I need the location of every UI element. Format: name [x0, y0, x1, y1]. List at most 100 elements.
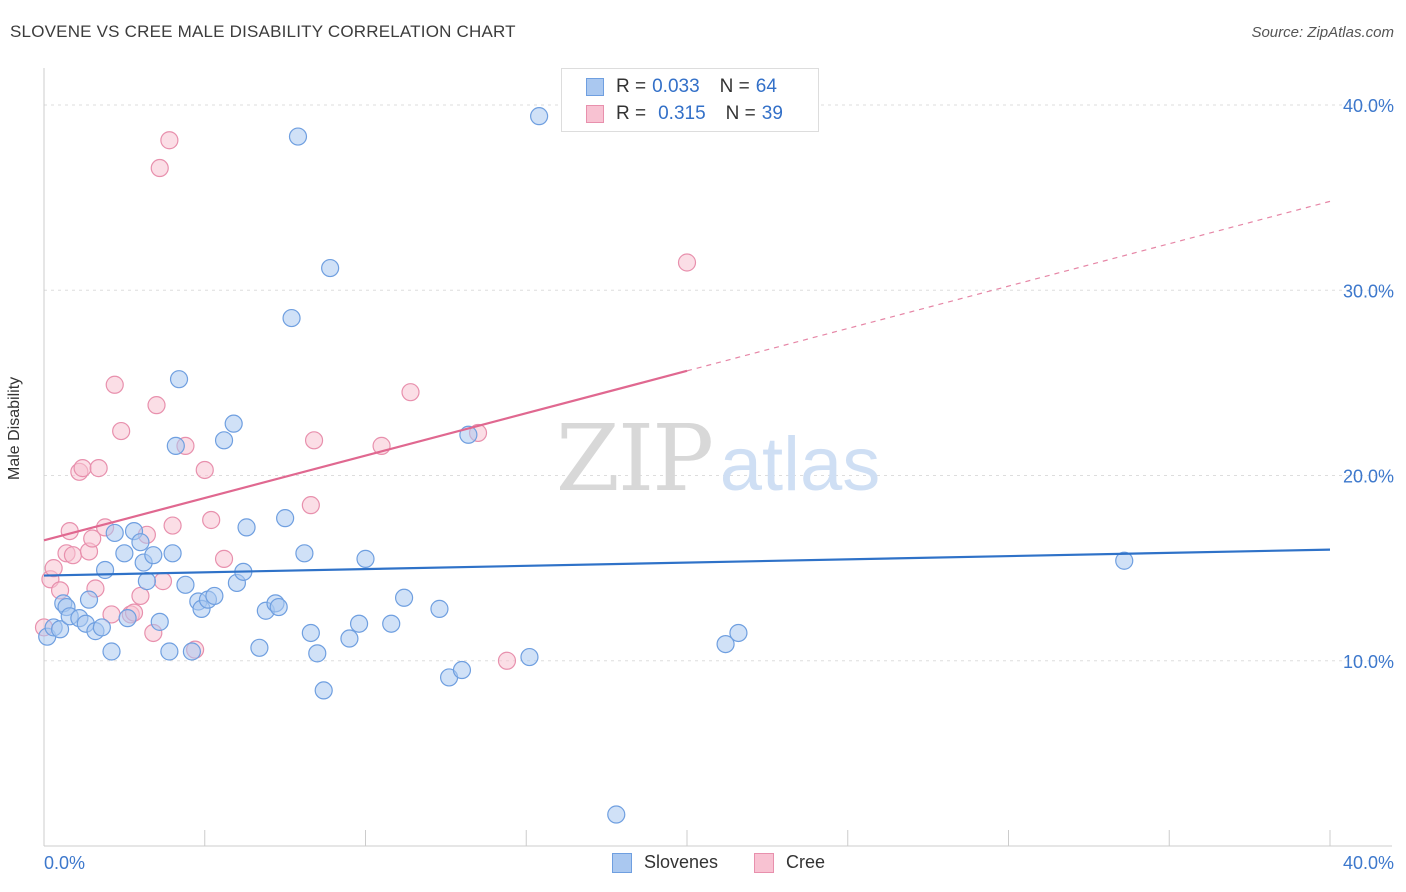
- point-slovenes: [301, 623, 320, 643]
- point-slovenes: [349, 614, 369, 633]
- point-slovenes: [137, 572, 156, 591]
- trend-line-cree: [43, 369, 688, 542]
- point-cree: [147, 396, 166, 415]
- point-slovenes: [729, 623, 748, 643]
- point-slovenes: [308, 644, 327, 663]
- point-cree: [112, 421, 131, 441]
- x-tick-label: 0.0%: [44, 853, 85, 873]
- legend-swatch-cree: [586, 105, 604, 123]
- point-slovenes: [250, 638, 269, 657]
- point-slovenes: [150, 612, 169, 631]
- y-axis-label: Male Disability: [6, 376, 23, 480]
- series-label-slovenes: Slovenes: [644, 852, 719, 872]
- trend-line-extension-cree: [686, 200, 1331, 372]
- x-tick-label: 40.0%: [1343, 853, 1394, 873]
- legend-row-slovenes: R = 0.033 N = 64: [586, 75, 777, 99]
- point-cree: [304, 431, 324, 450]
- point-slovenes: [295, 544, 314, 563]
- legend-n-label: N =: [719, 76, 750, 97]
- point-slovenes: [95, 560, 115, 580]
- legend-r-value: 0.315: [658, 103, 706, 124]
- point-slovenes: [79, 590, 99, 609]
- series-swatch-cree: [754, 852, 774, 873]
- watermark-atlas: atlas: [720, 422, 881, 507]
- watermark-zip: ZIP: [556, 405, 712, 512]
- point-slovenes: [520, 647, 539, 667]
- point-cree: [401, 383, 420, 402]
- point-cree: [497, 651, 517, 670]
- point-slovenes: [205, 586, 224, 606]
- point-slovenes: [160, 642, 179, 661]
- point-slovenes: [321, 258, 340, 278]
- point-cree: [83, 529, 102, 548]
- point-slovenes: [356, 549, 375, 568]
- point-slovenes: [214, 431, 234, 450]
- y-tick-label: 20.0%: [1343, 467, 1394, 487]
- point-slovenes: [182, 642, 201, 661]
- point-slovenes: [163, 544, 182, 563]
- y-tick-label: 10.0%: [1343, 652, 1394, 672]
- point-cree: [202, 510, 221, 530]
- point-cree: [214, 549, 234, 568]
- legend-row-cree: R = 0.315 N = 39: [586, 102, 783, 126]
- point-slovenes: [237, 518, 256, 537]
- point-slovenes: [452, 660, 472, 680]
- legend-n-value: 64: [755, 76, 777, 97]
- point-slovenes: [288, 127, 308, 146]
- point-cree: [89, 459, 108, 478]
- point-slovenes: [314, 681, 333, 700]
- series-swatch-slovenes: [612, 852, 632, 873]
- point-slovenes: [105, 523, 124, 543]
- point-slovenes: [131, 533, 150, 552]
- point-slovenes: [176, 575, 195, 594]
- legend-n-label: N =: [725, 103, 756, 124]
- point-slovenes: [716, 634, 735, 654]
- point-slovenes: [607, 805, 626, 824]
- series-label-cree: Cree: [786, 852, 826, 872]
- legend-r-label: R =: [616, 103, 647, 124]
- point-slovenes: [1115, 551, 1134, 570]
- point-cree: [677, 253, 697, 272]
- legend-swatch-slovenes: [586, 78, 604, 96]
- point-slovenes: [118, 609, 137, 628]
- point-cree: [73, 459, 92, 478]
- point-slovenes: [382, 614, 401, 633]
- point-cree: [153, 572, 173, 591]
- stats-legend: R = 0.033 N = 64 R = 0.315 N = 39: [561, 68, 819, 132]
- point-cree: [195, 460, 214, 480]
- series-legend-slovenes[interactable]: Slovenes: [612, 852, 718, 873]
- point-cree: [301, 496, 320, 515]
- point-slovenes: [102, 642, 121, 661]
- point-cree: [105, 375, 124, 394]
- point-slovenes: [224, 414, 243, 433]
- legend-r-value: 0.033: [652, 76, 700, 97]
- point-slovenes: [282, 308, 301, 328]
- point-slovenes: [115, 544, 134, 563]
- source-label: Source: ZipAtlas.com: [1251, 24, 1394, 41]
- series-legend: Slovenes Cree: [0, 852, 1406, 876]
- point-slovenes: [530, 107, 549, 126]
- point-slovenes: [166, 436, 185, 455]
- point-slovenes: [269, 597, 288, 617]
- point-slovenes: [276, 509, 295, 528]
- series-legend-cree[interactable]: Cree: [754, 852, 825, 873]
- legend-r-label: R =: [616, 76, 647, 97]
- point-slovenes: [430, 599, 449, 618]
- point-cree: [63, 546, 83, 565]
- point-cree: [160, 131, 179, 150]
- y-tick-label: 40.0%: [1343, 96, 1394, 116]
- point-slovenes: [340, 629, 359, 648]
- point-slovenes: [50, 620, 70, 639]
- point-cree: [163, 516, 182, 535]
- point-slovenes: [394, 588, 414, 607]
- y-tick-label: 30.0%: [1343, 281, 1394, 301]
- point-cree: [150, 158, 169, 178]
- point-slovenes: [92, 618, 111, 637]
- point-cree: [44, 559, 63, 578]
- point-slovenes: [144, 546, 163, 565]
- trend-line-slovenes: [43, 548, 1331, 577]
- point-slovenes: [169, 370, 189, 389]
- chart-title: SLOVENE VS CREE MALE DISABILITY CORRELAT…: [10, 22, 516, 41]
- legend-n-value: 39: [761, 103, 783, 124]
